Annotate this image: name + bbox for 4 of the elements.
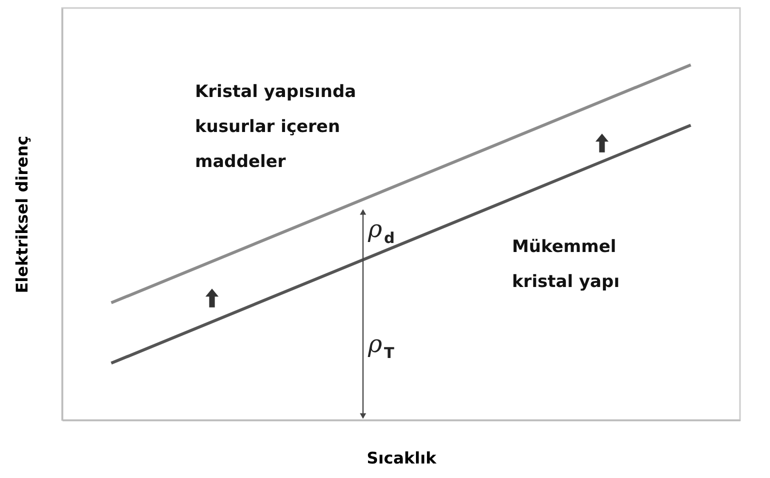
y-axis-title: Elektriksel direnç (12, 136, 32, 294)
x-axis-title: Sıcaklık (366, 448, 437, 468)
annotation: Kristal yapısında kusurlar içeren maddeler (195, 82, 356, 172)
annotation: Mükemmel kristal yapı (512, 237, 620, 292)
